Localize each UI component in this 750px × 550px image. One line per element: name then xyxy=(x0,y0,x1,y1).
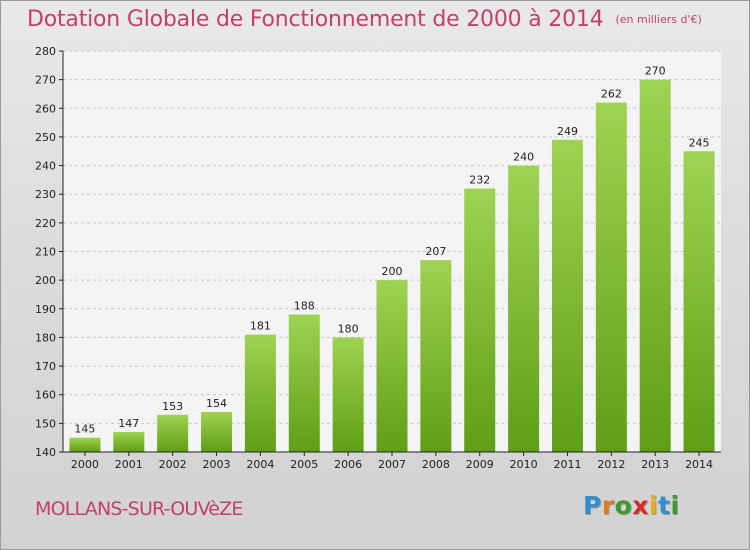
logo-letter: t xyxy=(658,491,671,520)
bar-value-label: 270 xyxy=(645,65,666,78)
bar-2002 xyxy=(157,414,189,452)
y-tick-label: 200 xyxy=(35,274,56,287)
x-tick-label: 2011 xyxy=(553,458,581,471)
bar-value-label: 180 xyxy=(338,322,359,335)
bar-2000 xyxy=(69,437,101,452)
x-tick-label: 2008 xyxy=(422,458,450,471)
y-tick-label: 140 xyxy=(35,446,56,459)
bar-2005 xyxy=(288,314,320,452)
logo-letter: P xyxy=(583,491,602,520)
x-tick-label: 2010 xyxy=(510,458,538,471)
logo-letter: o xyxy=(614,491,633,520)
bar-value-label: 240 xyxy=(513,151,534,164)
y-tick-label: 240 xyxy=(35,160,56,173)
bar-value-label: 245 xyxy=(689,136,710,149)
x-tick-label: 2013 xyxy=(641,458,669,471)
y-tick-label: 280 xyxy=(35,45,56,58)
bar-2007 xyxy=(376,280,408,452)
bar-value-label: 154 xyxy=(206,397,227,410)
x-axis: 2000 2001 2002 2003 2004 2005 2006 2007 2008 2009… xyxy=(71,452,713,471)
bar-2011 xyxy=(551,139,583,453)
proxiti-logo: Proxiti xyxy=(583,491,680,520)
logo-letter: i xyxy=(670,491,680,520)
bar-value-label: 262 xyxy=(601,88,622,101)
bar-value-label: 153 xyxy=(162,400,183,413)
y-tick-label: 270 xyxy=(35,74,56,87)
bar-2006 xyxy=(332,337,364,452)
y-tick-label: 210 xyxy=(35,246,56,259)
y-tick-label: 170 xyxy=(35,360,56,373)
bar-value-label: 145 xyxy=(74,423,95,436)
y-tick-label: 180 xyxy=(35,331,56,344)
y-tick-label: 190 xyxy=(35,303,56,316)
chart-title: Dotation Globale de Fonctionnement de 20… xyxy=(27,7,702,32)
x-tick-label: 2009 xyxy=(466,458,494,471)
y-tick-label: 150 xyxy=(35,417,56,430)
y-tick-label: 220 xyxy=(35,217,56,230)
bar-2014 xyxy=(683,151,715,452)
x-tick-label: 2004 xyxy=(246,458,274,471)
logo-letter: i xyxy=(649,491,659,520)
x-tick-label: 2014 xyxy=(685,458,713,471)
bar-2001 xyxy=(113,431,145,452)
bar-2013 xyxy=(639,79,671,453)
bar-value-label: 200 xyxy=(382,265,403,278)
bar-2003 xyxy=(201,411,233,452)
y-tick-label: 160 xyxy=(35,389,56,402)
chart-title-text: Dotation Globale de Fonctionnement de 20… xyxy=(27,7,604,32)
x-tick-label: 2002 xyxy=(159,458,187,471)
x-tick-label: 2001 xyxy=(115,458,143,471)
logo-letter: r xyxy=(601,491,615,520)
bar-value-label: 232 xyxy=(469,173,490,186)
bar-2004 xyxy=(244,334,276,452)
bar-value-label: 147 xyxy=(118,417,139,430)
bar-value-label: 188 xyxy=(294,300,315,313)
bar-2010 xyxy=(508,165,540,453)
bars: 145 147 153 154 181 188 180 200 207 232 240 249 262 2… xyxy=(69,65,715,453)
bar-2009 xyxy=(464,188,496,452)
y-tick-label: 230 xyxy=(35,188,56,201)
bar-2008 xyxy=(420,260,452,452)
x-tick-label: 2007 xyxy=(378,458,406,471)
x-tick-label: 2012 xyxy=(597,458,625,471)
commune-name: MOLLANS-SUR-OUVèZE xyxy=(35,498,243,520)
logo-letter: x xyxy=(632,491,649,520)
bar-value-label: 181 xyxy=(250,320,271,333)
chart-subtitle: (en milliers d'€) xyxy=(615,13,702,26)
y-tick-label: 250 xyxy=(35,131,56,144)
x-tick-label: 2005 xyxy=(290,458,318,471)
x-tick-label: 2003 xyxy=(203,458,231,471)
bar-value-label: 207 xyxy=(425,245,446,258)
y-axis: 140 150 160 170 180 190 200 210 220 230 240 250 260 2… xyxy=(35,45,63,459)
y-tick-label: 260 xyxy=(35,102,56,115)
bar-2012 xyxy=(595,102,627,453)
bar-value-label: 249 xyxy=(557,125,578,138)
x-tick-label: 2000 xyxy=(71,458,99,471)
x-tick-label: 2006 xyxy=(334,458,362,471)
